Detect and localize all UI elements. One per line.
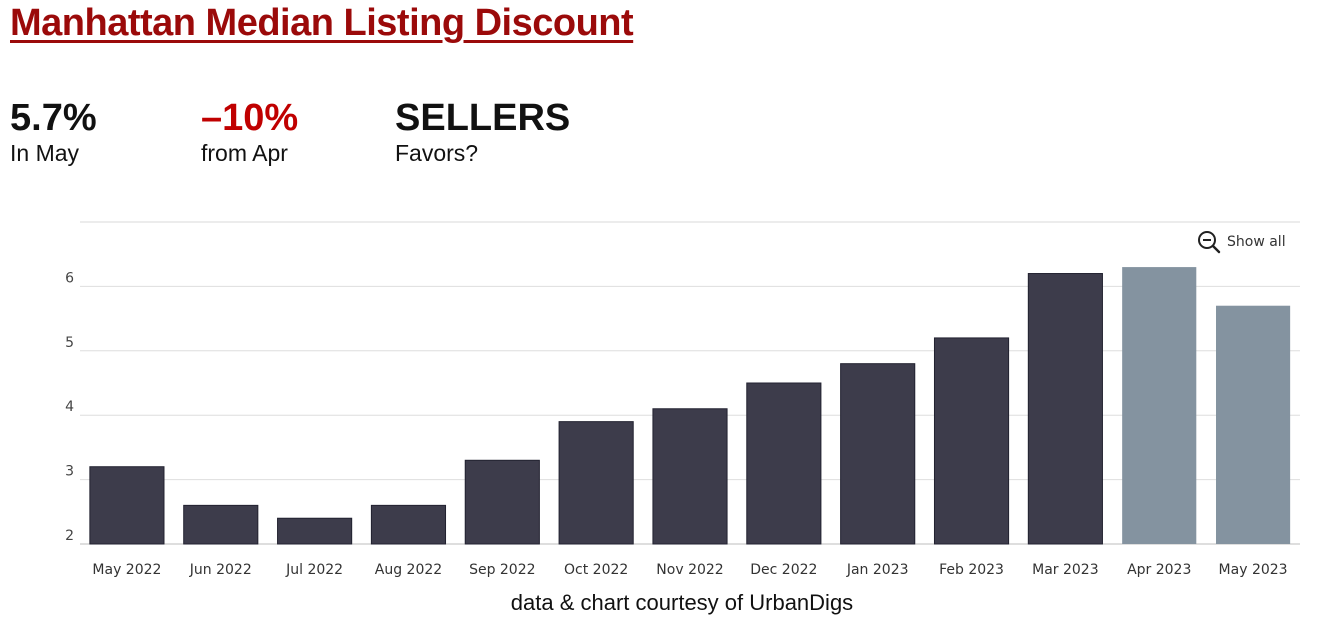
stat-value: 5.7% — [10, 97, 97, 139]
x-tick-label: Jun 2022 — [189, 562, 252, 578]
x-tick-label: Feb 2023 — [939, 562, 1004, 578]
y-tick-label: 6 — [65, 270, 74, 286]
stat-label: Favors? — [395, 140, 479, 166]
zoom-out-icon — [1198, 231, 1221, 254]
bar[interactable] — [1122, 267, 1197, 544]
x-tick-label: Jul 2022 — [285, 562, 343, 578]
bar[interactable] — [746, 382, 822, 545]
bar[interactable] — [277, 517, 353, 545]
stat-value: SELLERS — [395, 97, 571, 139]
x-axis-ticks: May 2022 Jun 2022 Jul 2022 Aug 2022 Sep 2022… — [92, 562, 1287, 578]
bar[interactable] — [558, 421, 634, 545]
bars — [89, 267, 1291, 545]
bar[interactable] — [1216, 305, 1291, 544]
stat-label: from Apr — [201, 140, 288, 166]
bar[interactable] — [464, 459, 540, 545]
x-tick-label: May 2023 — [1219, 562, 1288, 578]
bar[interactable] — [89, 466, 165, 545]
chart-credit: data & chart courtesy of UrbanDigs — [510, 590, 854, 615]
stat-current-discount: 5.7% In May — [10, 96, 97, 166]
stat-value: –10% — [201, 97, 299, 139]
y-tick-label: 2 — [65, 528, 74, 544]
x-tick-label: May 2022 — [92, 562, 161, 578]
page-title: Manhattan Median Listing Discount — [10, 2, 634, 44]
show-all-label: Show all — [1227, 234, 1286, 250]
bar[interactable] — [370, 504, 447, 545]
bar[interactable] — [183, 504, 259, 545]
bar[interactable] — [1027, 273, 1103, 545]
x-tick-label: Mar 2023 — [1032, 562, 1099, 578]
bar-chart: 2 3 4 5 6 May 2022 Jun 2022 Jul 2022 Aug 2022 Se… — [65, 221, 1300, 578]
x-tick-label: Oct 2022 — [564, 562, 628, 578]
x-tick-label: Nov 2022 — [656, 562, 723, 578]
y-axis-ticks: 2 3 4 5 6 — [65, 270, 74, 544]
y-tick-label: 5 — [65, 335, 74, 351]
stat-market-favor: SELLERS Favors? — [395, 96, 570, 166]
x-tick-label: Apr 2023 — [1127, 562, 1191, 578]
x-tick-label: Aug 2022 — [375, 562, 442, 578]
bar[interactable] — [933, 337, 1010, 545]
bar[interactable] — [840, 363, 916, 545]
stat-label: In May — [10, 140, 80, 166]
show-all-button[interactable]: Show all — [1197, 230, 1286, 254]
bar[interactable] — [652, 408, 728, 545]
x-tick-label: Sep 2022 — [469, 562, 535, 578]
y-tick-label: 4 — [65, 399, 74, 415]
x-tick-label: Dec 2022 — [750, 562, 817, 578]
x-tick-label: Jan 2023 — [846, 562, 909, 578]
stat-monthly-change: –10% from Apr — [201, 96, 298, 166]
y-tick-label: 3 — [65, 464, 74, 480]
